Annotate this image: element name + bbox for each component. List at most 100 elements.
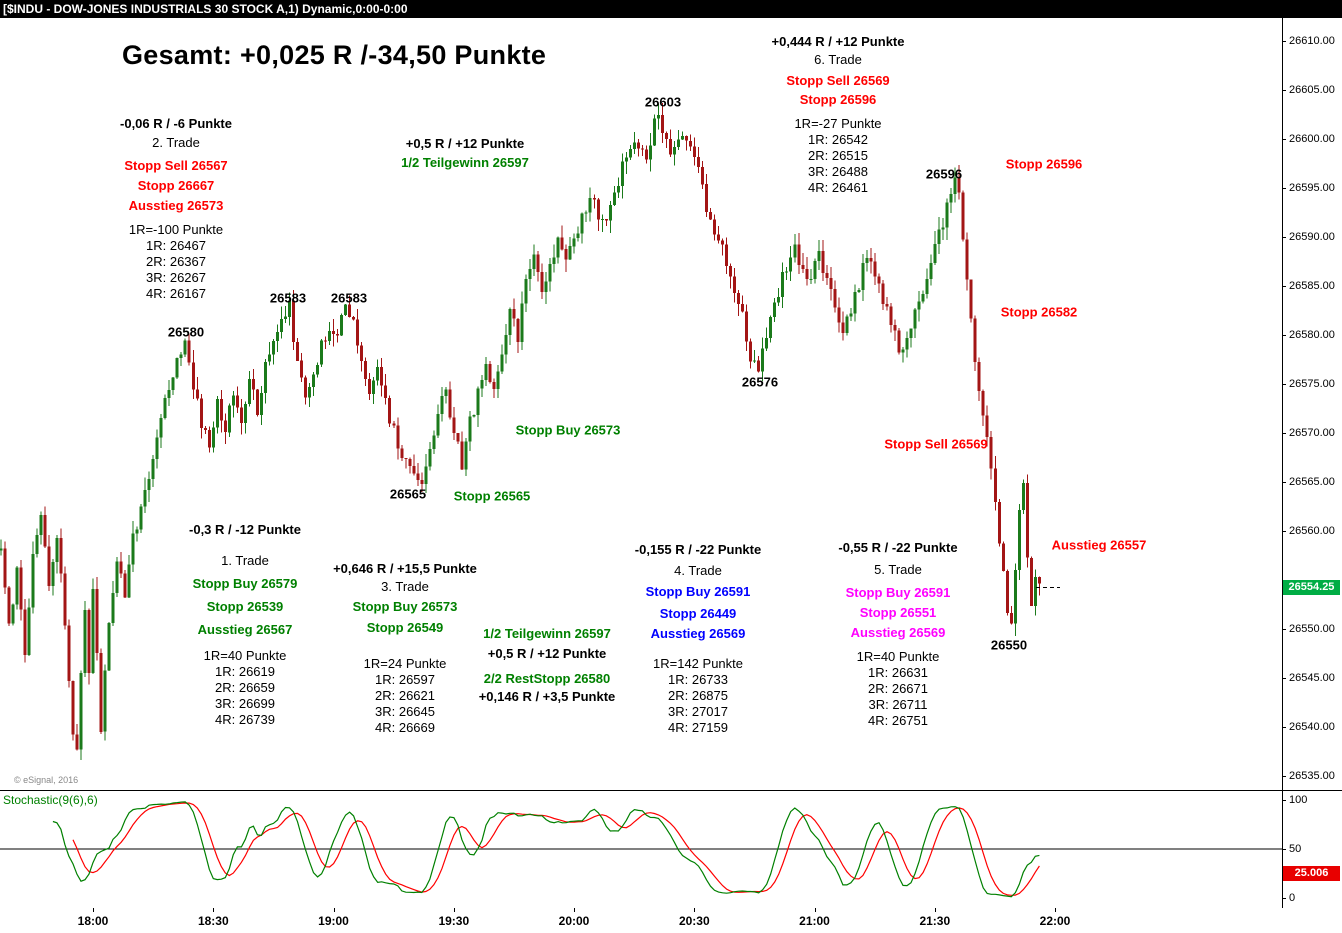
chart-annotations-layer: -0,06 R / -6 Punkte 2. Trade Stopp Sell 26…: [120, 34, 1147, 735]
price-axis-label: 26575.00: [1289, 378, 1335, 390]
copyright-text: © eSignal, 2016: [14, 775, 79, 785]
price-axis-label: 26585.00: [1289, 280, 1335, 292]
annotation-line: 3R: 26645: [375, 704, 435, 719]
stopp-sell-26569-label: Stopp Sell 26569: [884, 436, 988, 452]
indicator-axis-label: 100: [1289, 794, 1308, 806]
annotation-line: +0,5 R / +12 Punkte: [405, 136, 525, 151]
time-axis-tick: [694, 908, 696, 912]
annotation-line: Stopp 26596: [799, 92, 877, 107]
annotation-line: 3R: 26488: [808, 164, 868, 179]
price-axis-tick: [1282, 678, 1286, 679]
indicator-axis-label: 50: [1289, 843, 1302, 855]
time-axis-label: 21:00: [799, 914, 830, 928]
stopp-buy-26573-label: Stopp Buy 26573: [515, 422, 621, 438]
annotation-line: 1R=40 Punkte: [856, 649, 940, 664]
annotation-line: Ausstieg 26569: [650, 626, 746, 641]
annotation-line: 1R: 26597: [375, 672, 435, 687]
annotation-line: +0,5 R / +12 Punkte: [487, 646, 607, 661]
window-title: [$INDU - DOW-JONES INDUSTRIALS 30 STOCK …: [3, 2, 408, 16]
price-axis-tick: [1282, 482, 1286, 483]
indicator-label: Stochastic(9(6),6): [3, 793, 98, 807]
time-axis-tick: [333, 908, 335, 912]
price-axis-tick: [1282, 237, 1286, 238]
trade-5-annotation: -0,55 R / -22 Punkte 5. Trade Stopp Buy 26…: [838, 540, 957, 728]
indicator-axis-label: 0: [1289, 892, 1296, 904]
price-axis-tick: [1282, 139, 1286, 140]
annotation-line: Stopp Buy 26579: [192, 576, 298, 591]
annotation-line: Ausstieg 26569: [850, 625, 946, 640]
trade-6-annotation: +0,444 R / +12 Punkte 6. Trade Stopp Sell …: [772, 34, 905, 195]
annotation-line: 4R: 26739: [214, 712, 275, 727]
stochastic-d-line: [72, 802, 1040, 896]
time-axis-label: 19:00: [318, 914, 349, 928]
ausstieg-26557-label: Ausstieg 26557: [1051, 537, 1147, 553]
stopp-26582-label: Stopp 26582: [1000, 304, 1078, 320]
annotation-line: 1/2 Teilgewinn 26597: [401, 155, 529, 170]
annotation-line: 1R: 26542: [808, 132, 868, 147]
annotation-line: +0,646 R / +15,5 Punkte: [333, 561, 477, 576]
price-axis[interactable]: 26554.25 26610.00 26605.00 26600.00 26595.0…: [1282, 18, 1342, 790]
annotation-line: -0,06 R / -6 Punkte: [120, 116, 232, 131]
time-axis-label: 18:00: [77, 914, 109, 928]
annotation-line: 1R=24 Punkte: [363, 656, 447, 671]
annotation-line: 1R=-100 Punkte: [128, 222, 224, 237]
stopp-26596-label: Stopp 26596: [1005, 156, 1083, 172]
annotation-line: Stopp Sell 26567: [124, 158, 228, 173]
annotation-line: Stopp Buy 26591: [645, 584, 751, 599]
price-axis-tick: [1282, 286, 1286, 287]
price-axis-line: [1282, 18, 1283, 908]
trade-4-annotation: -0,155 R / -22 Punkte 4. Trade Stopp Buy 2…: [635, 542, 761, 735]
price-axis-label: 26545.00: [1289, 672, 1335, 684]
bar-low-label-26576: 26576: [741, 374, 779, 390]
annotation-line: 3. Trade: [381, 579, 429, 594]
time-axis-tick: [213, 908, 215, 912]
stochastic-chart-canvas[interactable]: [0, 790, 1282, 908]
time-axis-label: 19:30: [438, 914, 470, 928]
annotation-line: 1R: 26467: [145, 238, 206, 253]
bar-high-label-26603: 26603: [644, 94, 682, 110]
price-axis-tick: [1282, 335, 1286, 336]
annotation-line: 3R: 26711: [868, 697, 928, 712]
indicator-axis[interactable]: 25.006 100 50 0: [1282, 790, 1342, 908]
time-axis-label: 21:30: [919, 914, 951, 928]
price-axis-tick: [1282, 727, 1286, 728]
annotation-line: 4R: 26669: [375, 720, 435, 735]
bar-low-label-26565: 26565: [389, 486, 427, 502]
price-axis-tick: [1282, 629, 1286, 630]
annotation-line: 1/2 Teilgewinn 26597: [483, 626, 611, 641]
indicator-axis-tick: [1282, 800, 1286, 801]
annotation-line: 1R=142 Punkte: [653, 656, 743, 671]
annotation-line: 1R: 26733: [667, 672, 728, 687]
price-axis-label: 26560.00: [1289, 525, 1335, 537]
price-axis-tick: [1282, 776, 1286, 777]
annotation-line: 4R: 26751: [868, 713, 928, 728]
indicator-value-badge: 25.006: [1283, 866, 1340, 881]
annotation-line: 2R: 26367: [145, 254, 206, 269]
price-axis-label: 26550.00: [1289, 623, 1335, 635]
candlestick-chart-canvas[interactable]: [0, 18, 1282, 790]
price-axis-label: 26540.00: [1289, 721, 1335, 733]
annotation-line: 3R: 26699: [214, 696, 275, 711]
annotation-line: +0,444 R / +12 Punkte: [771, 34, 905, 49]
price-axis-label: 26565.00: [1289, 476, 1335, 488]
price-axis-label: 26580.00: [1289, 329, 1335, 341]
panel-divider-top: [0, 790, 1342, 791]
annotation-line: 2/2 RestStopp 26580: [483, 671, 611, 686]
time-axis-tick: [574, 908, 575, 912]
annotation-line: 1R=-27 Punkte: [794, 116, 882, 131]
annotation-line: 4R: 26167: [145, 286, 206, 301]
bar-high-label-26580: 26580: [167, 324, 205, 340]
trade-1-annotation: -0,3 R / -12 Punkte 1. Trade Stopp Buy 265…: [189, 522, 301, 727]
pane-title-bar[interactable]: [$INDU - DOW-JONES INDUSTRIALS 30 STOCK …: [0, 0, 1342, 18]
price-axis-tick: [1282, 90, 1286, 91]
annotation-line: Stopp 26549: [366, 620, 444, 635]
price-axis-tick: [1282, 384, 1286, 385]
trade-2-annotation: -0,06 R / -6 Punkte 2. Trade Stopp Sell 26…: [120, 116, 232, 301]
annotation-line: 2R: 26515: [808, 148, 868, 163]
annotation-line: 3R: 27017: [667, 704, 728, 719]
time-axis[interactable]: 18:00 18:30 19:00 19:30 20:00 20:30 21:00 21:30…: [0, 908, 1342, 933]
annotation-line: 6. Trade: [814, 52, 862, 67]
annotation-line: -0,3 R / -12 Punkte: [189, 522, 301, 537]
annotation-line: Stopp 26539: [206, 599, 284, 614]
annotation-line: Stopp 26551: [859, 605, 937, 620]
